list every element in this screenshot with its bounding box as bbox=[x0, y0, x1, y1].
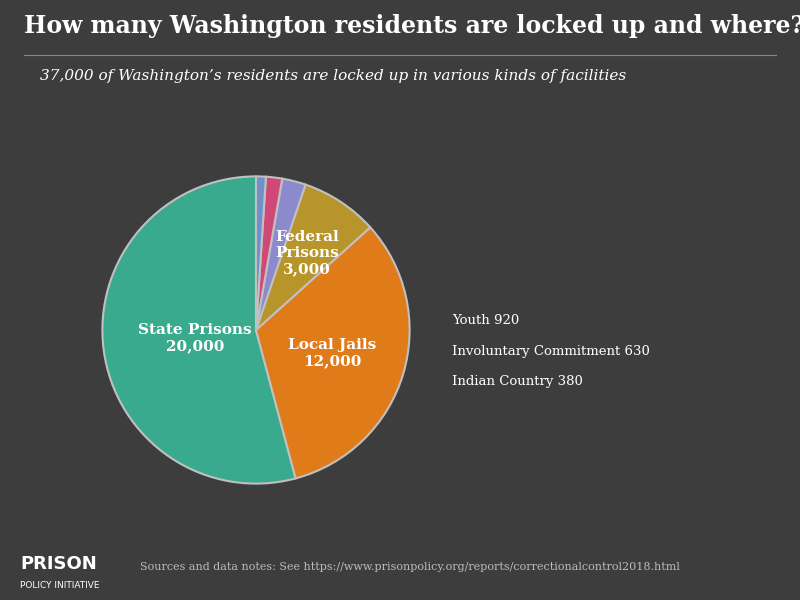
Text: Federal
Prisons
3,000: Federal Prisons 3,000 bbox=[275, 230, 338, 276]
Text: How many Washington residents are locked up and where?: How many Washington residents are locked… bbox=[24, 14, 800, 38]
Wedge shape bbox=[256, 179, 306, 330]
Wedge shape bbox=[256, 185, 370, 330]
Text: 37,000 of Washington’s residents are locked up in various kinds of facilities: 37,000 of Washington’s residents are loc… bbox=[40, 69, 626, 83]
Wedge shape bbox=[256, 177, 282, 330]
Text: Involuntary Commitment 630: Involuntary Commitment 630 bbox=[452, 344, 650, 358]
Text: POLICY INITIATIVE: POLICY INITIATIVE bbox=[20, 581, 99, 590]
Text: Sources and data notes: See https://www.prisonpolicy.org/reports/correctionalcon: Sources and data notes: See https://www.… bbox=[140, 562, 680, 572]
Wedge shape bbox=[256, 227, 410, 478]
Wedge shape bbox=[102, 176, 296, 484]
Text: Indian Country 380: Indian Country 380 bbox=[452, 374, 583, 388]
Text: Local Jails
12,000: Local Jails 12,000 bbox=[289, 338, 377, 368]
Wedge shape bbox=[256, 176, 266, 330]
Text: PRISON: PRISON bbox=[20, 555, 97, 573]
Text: Youth 920: Youth 920 bbox=[452, 314, 519, 328]
Text: State Prisons
20,000: State Prisons 20,000 bbox=[138, 323, 252, 353]
